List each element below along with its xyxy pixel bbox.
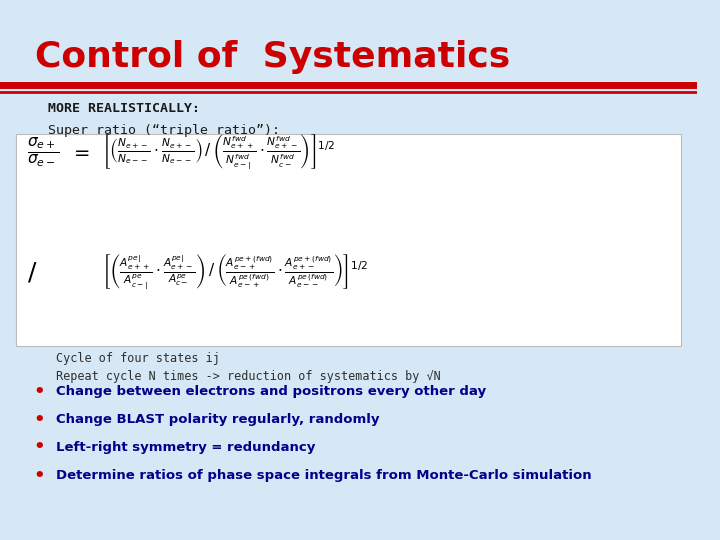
Text: •: • [33,383,45,401]
Text: Change BLAST polarity regularly, randomly: Change BLAST polarity regularly, randoml… [56,414,379,427]
Text: $\left[\left(\frac{N_{e+-}}{N_{e--}}\cdot\frac{N_{e+-}}{N_{e--}}\right)\,/\,\lef: $\left[\left(\frac{N_{e+-}}{N_{e--}}\cdo… [102,132,336,172]
Text: Left-right symmetry = redundancy: Left-right symmetry = redundancy [56,441,315,454]
Text: $=$: $=$ [70,143,90,161]
Text: •: • [33,411,45,429]
Text: •: • [33,467,45,485]
Text: MORE REALISTICALLY:: MORE REALISTICALLY: [48,102,200,115]
Text: Cycle of four states ij: Cycle of four states ij [56,352,220,365]
Text: $\frac{\sigma_{e+}}{\sigma_{e-}}$: $\frac{\sigma_{e+}}{\sigma_{e-}}$ [27,135,60,169]
Text: Determine ratios of phase space integrals from Monte-Carlo simulation: Determine ratios of phase space integral… [56,469,592,483]
Text: Change between electrons and positrons every other day: Change between electrons and positrons e… [56,386,486,399]
Text: $\left[\left(\frac{A_{e++}^{pe|}}{A_{c-|}^{pe}}\cdot\frac{A_{e+-}^{pe|}}{A_{c-}^: $\left[\left(\frac{A_{e++}^{pe|}}{A_{c-|… [102,253,368,292]
Text: Super ratio (“triple ratio”):: Super ratio (“triple ratio”): [48,124,280,137]
Text: Repeat cycle N times -> reduction of systematics by √N: Repeat cycle N times -> reduction of sys… [56,370,441,383]
Text: •: • [33,438,45,456]
Text: $/$: $/$ [27,260,37,284]
FancyBboxPatch shape [17,134,681,346]
Text: Control of  Systematics: Control of Systematics [35,40,510,74]
